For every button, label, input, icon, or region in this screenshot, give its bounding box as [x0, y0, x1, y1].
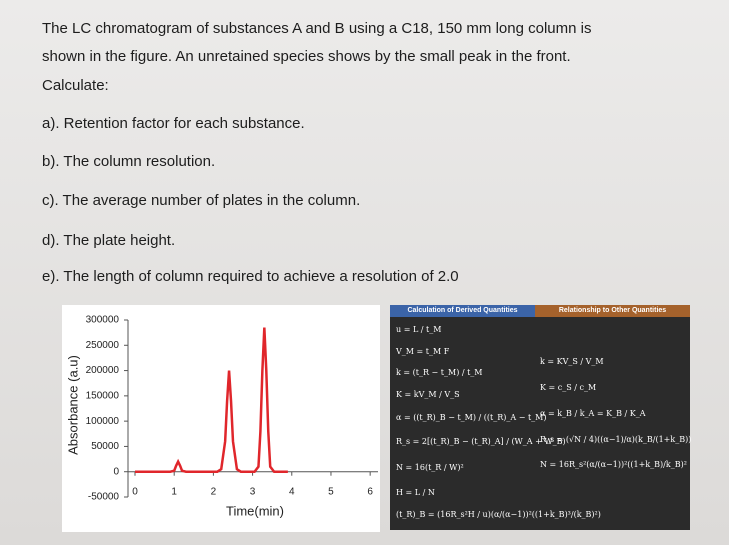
formula: α = ((t_R)_B − t_M) / ((t_R)_A − t_M)	[396, 413, 547, 422]
formula: K = kV_M / V_S	[396, 390, 460, 399]
question-item: a). Retention factor for each substance.	[42, 115, 305, 132]
formula: u = L / t_M	[396, 325, 442, 334]
chart: Absorbance (a.u) Time(min) 3000002500002…	[62, 305, 380, 532]
formula: N = 16R_s²(α/(α−1))²((1+k_B)/k_B)²	[540, 460, 687, 469]
y-tick-label: 0	[113, 466, 119, 477]
formula: k = (t_R − t_M) / t_M	[396, 368, 483, 377]
y-axis-label: Absorbance (a.u)	[65, 355, 80, 455]
x-tick-label: 0	[132, 486, 138, 497]
y-tick-label: 200000	[86, 365, 120, 376]
x-tick-label: 4	[289, 486, 295, 497]
formula-table: Calculation of Derived Quantities Relati…	[390, 305, 692, 530]
x-tick-label: 3	[250, 486, 256, 497]
question-item: c). The average number of plates in the …	[42, 192, 361, 209]
question-line: The LC chromatogram of substances A and …	[42, 20, 592, 37]
table-header: Relationship to Other Quantities	[535, 305, 690, 317]
formula: K = c_S / c_M	[540, 383, 597, 392]
x-tick-label: 6	[367, 486, 373, 497]
formula: R_s = 2[(t_R)_B − (t_R)_A] / (W_A + W_B)	[396, 437, 566, 446]
y-tick-label: 50000	[91, 441, 119, 452]
formula: V_M = t_M F	[396, 347, 450, 356]
y-tick-label: -50000	[88, 492, 120, 503]
data-line	[135, 327, 288, 473]
x-axis-label: Time(min)	[226, 503, 284, 518]
y-tick-label: 300000	[86, 315, 120, 326]
x-tick-label: 1	[171, 486, 177, 497]
y-tick-label: 250000	[86, 340, 120, 351]
x-tick-label: 2	[211, 486, 217, 497]
formula: N = 16(t_R / W)²	[396, 463, 464, 472]
formula: k = KV_S / V_M	[540, 357, 604, 366]
question-line: shown in the figure. An unretained speci…	[42, 48, 571, 65]
table-header: Calculation of Derived Quantities	[390, 305, 535, 317]
question-line: Calculate:	[42, 77, 109, 94]
formula: α = k_B / k_A = K_B / K_A	[540, 409, 646, 418]
formula: H = L / N	[396, 488, 435, 497]
x-tick-label: 5	[328, 486, 334, 497]
formula: (t_R)_B = (16R_s²H / u)(α/(α−1))²((1+k_B…	[396, 510, 601, 519]
question-item: b). The column resolution.	[42, 153, 216, 170]
y-tick-label: 100000	[86, 416, 120, 427]
question-item: e). The length of column required to ach…	[42, 268, 459, 285]
formula: R_s = (√N / 4)((α−1)/α)(k_B/(1+k_B))	[540, 435, 692, 444]
y-tick-label: 150000	[86, 390, 120, 401]
question-item: d). The plate height.	[42, 232, 176, 249]
